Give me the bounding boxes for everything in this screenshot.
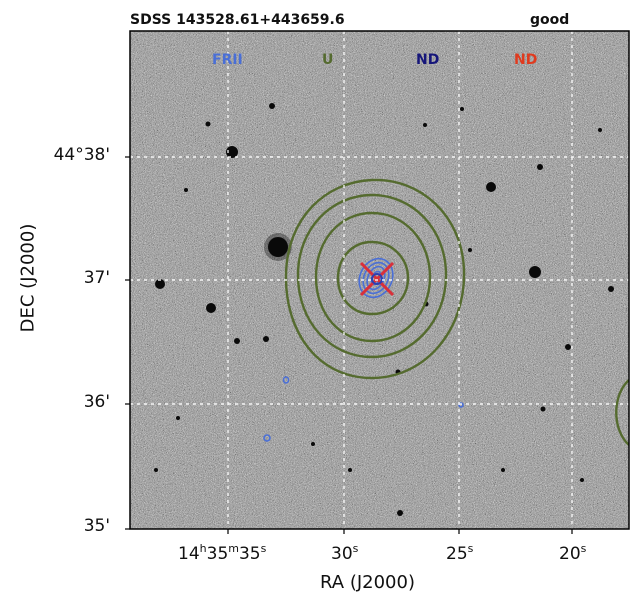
blue-contours bbox=[263, 257, 464, 442]
y-axis-label: DEC (J2000) bbox=[17, 223, 39, 333]
x-tick-label: 25s bbox=[446, 542, 474, 564]
tick-marks bbox=[125, 156, 573, 534]
legend-u: U bbox=[322, 52, 334, 68]
coordinate-grid bbox=[130, 31, 629, 529]
x-tick-label: 20s bbox=[559, 542, 587, 564]
y-tick-label: 35' bbox=[83, 516, 110, 536]
x-tick-label: 14h35m35s bbox=[178, 542, 267, 564]
y-tick-label: 37' bbox=[83, 268, 110, 288]
quality-label: good bbox=[530, 12, 570, 28]
legend-nd-dark: ND bbox=[416, 52, 440, 68]
green-contours bbox=[284, 178, 629, 446]
x-tick-label: 30s bbox=[331, 542, 359, 564]
sky-sources bbox=[154, 103, 614, 516]
object-title: SDSS 143528.61+443659.6 bbox=[130, 12, 345, 28]
y-tick-label: 36' bbox=[83, 392, 110, 412]
x-axis-label: RA (J2000) bbox=[320, 572, 415, 593]
blue-circle-marker bbox=[371, 273, 383, 285]
legend-frii: FRII bbox=[212, 52, 243, 68]
red-cross-marker bbox=[359, 261, 395, 297]
legend-nd-red: ND bbox=[514, 52, 538, 68]
y-tick-label: 44°38' bbox=[53, 145, 110, 165]
